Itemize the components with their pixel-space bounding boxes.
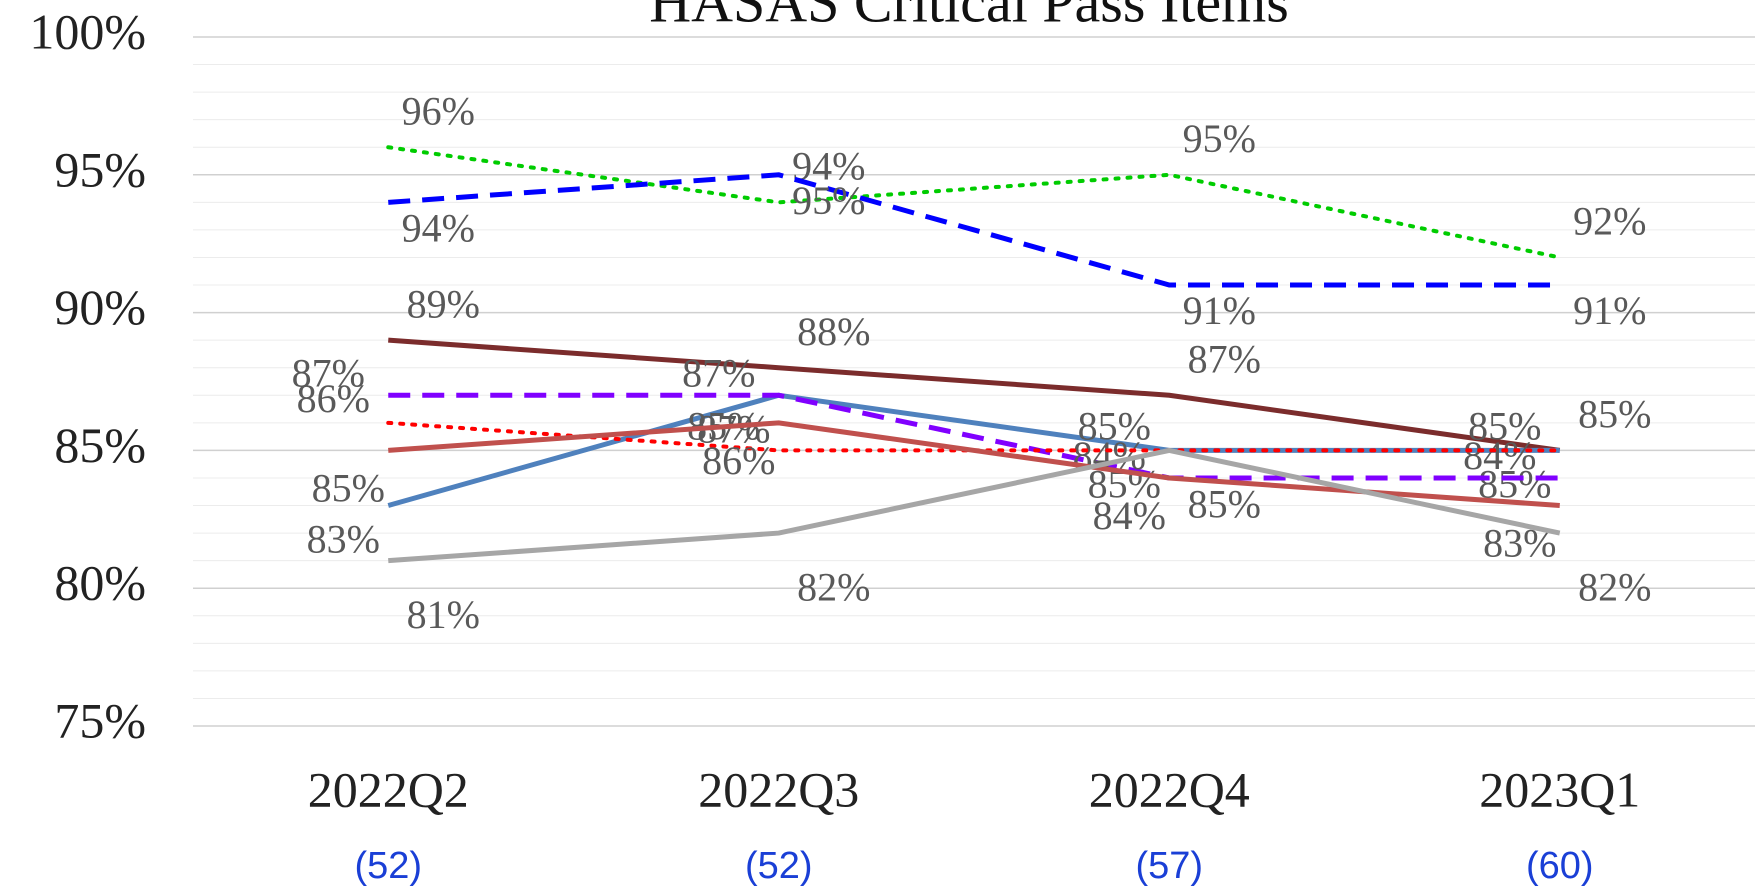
data-label: 91% (1573, 288, 1646, 333)
data-label: 87% (292, 350, 365, 395)
data-label: 84% (1093, 493, 1166, 538)
x-tick-label: 2022Q3 (698, 761, 859, 817)
series-line (388, 337, 1561, 453)
y-tick-label: 80% (54, 555, 146, 611)
data-label: 86% (297, 376, 370, 421)
y-tick-label: 75% (54, 692, 146, 748)
data-label: 96% (402, 88, 475, 133)
data-label: 89% (407, 281, 480, 326)
category-count: (60) (1526, 845, 1594, 887)
series-line (387, 392, 1560, 508)
data-label: 95% (792, 178, 865, 223)
data-label: 92% (1573, 199, 1646, 244)
data-label: 82% (797, 564, 870, 609)
x-tick-label: 2023Q1 (1479, 761, 1640, 817)
data-label: 85% (1188, 482, 1261, 527)
category-count: (52) (745, 845, 813, 887)
data-label: 85% (1578, 392, 1651, 437)
y-tick-label: 100% (29, 3, 146, 59)
x-tick-label: 2022Q4 (1089, 761, 1250, 817)
data-label: 86% (702, 438, 775, 483)
data-label: 85% (312, 466, 385, 511)
y-tick-label: 90% (54, 279, 146, 335)
chart-title: HASAS Critical Pass Items (649, 0, 1289, 34)
data-label: 81% (407, 592, 480, 637)
data-label: 94% (402, 206, 475, 251)
data-label: 91% (1183, 288, 1256, 333)
data-label: 88% (797, 309, 870, 354)
y-tick-label: 85% (54, 417, 146, 473)
category-count: (52) (354, 845, 422, 887)
series-line (388, 447, 1561, 564)
y-tick-label: 95% (54, 141, 146, 197)
series-line (386, 145, 1562, 260)
data-label: 95% (1183, 116, 1256, 161)
data-label: 83% (307, 517, 380, 562)
data-label: 84% (1463, 433, 1536, 478)
data-label: 87% (1188, 336, 1261, 381)
data-label: 85% (1468, 404, 1541, 449)
x-tick-label: 2022Q2 (308, 761, 469, 817)
data-label: 85% (1078, 404, 1151, 449)
series-line (388, 172, 1560, 288)
data-label: 82% (1578, 564, 1651, 609)
series-line (388, 392, 1560, 481)
data-label: 87% (682, 350, 755, 395)
category-count: (57) (1135, 845, 1203, 887)
data-label: 83% (1483, 521, 1556, 566)
